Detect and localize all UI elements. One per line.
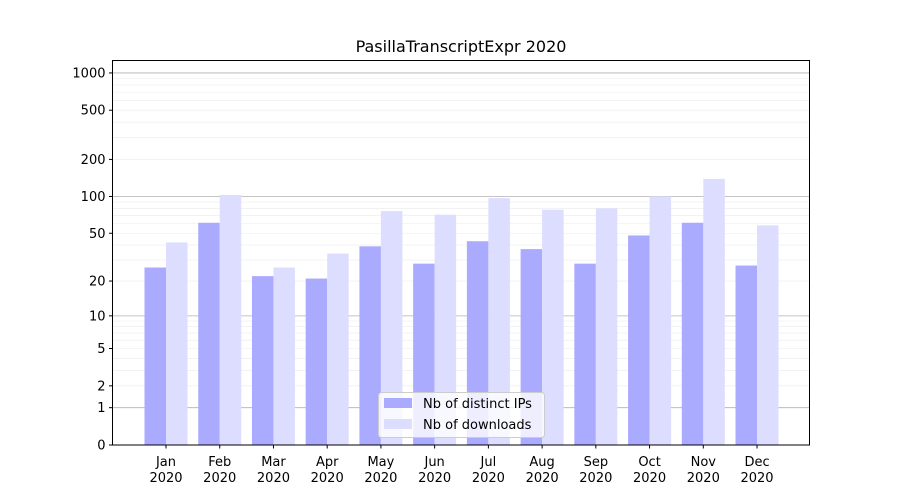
legend-label: Nb of distinct IPs bbox=[423, 397, 532, 412]
bar-distinct-ips bbox=[305, 278, 328, 445]
x-tick-label: Aug bbox=[529, 455, 554, 470]
x-tick-label: Nov bbox=[691, 455, 717, 470]
bar-downloads bbox=[380, 211, 403, 445]
bar-distinct-ips bbox=[628, 235, 650, 445]
y-tick-label: 50 bbox=[89, 227, 106, 242]
bar-distinct-ips bbox=[198, 222, 220, 445]
bar-downloads bbox=[488, 198, 510, 445]
bar-downloads bbox=[327, 253, 349, 445]
axes-frame bbox=[112, 60, 810, 446]
y-tick-label: 2 bbox=[97, 379, 105, 394]
bar-downloads bbox=[434, 214, 457, 445]
bar-downloads bbox=[166, 242, 188, 445]
y-tick-label: 10 bbox=[89, 309, 106, 324]
y-tick-label: 1 bbox=[97, 401, 105, 416]
x-tick-label: Dec bbox=[744, 455, 769, 470]
x-axis: Jan2020Feb2020Mar2020Apr2020May2020Jun20… bbox=[149, 445, 774, 486]
bar-downloads bbox=[703, 178, 725, 445]
x-tick-label: 2020 bbox=[579, 471, 612, 486]
x-tick-label: Mar bbox=[261, 455, 286, 470]
y-tick-label: 5 bbox=[97, 342, 105, 357]
x-tick-label: Jul bbox=[480, 455, 497, 470]
x-tick-label: May bbox=[367, 455, 394, 470]
x-tick-label: 2020 bbox=[149, 471, 182, 486]
y-axis: 0 1 2 5 10 20 50 100 200 500 1000 bbox=[72, 66, 113, 454]
bar-distinct-ips bbox=[574, 263, 596, 445]
bar-downloads bbox=[595, 208, 618, 445]
x-tick-label: Jun bbox=[423, 455, 444, 470]
x-tick-label: 2020 bbox=[311, 471, 344, 486]
bar-distinct-ips bbox=[251, 276, 274, 445]
legend-swatch bbox=[384, 419, 412, 429]
x-tick-label: Feb bbox=[208, 455, 231, 470]
legend-label: Nb of downloads bbox=[423, 418, 532, 433]
y-tick-label: 200 bbox=[81, 153, 106, 168]
x-tick-label: Oct bbox=[638, 455, 660, 470]
bar-downloads bbox=[757, 225, 779, 445]
x-tick-label: Sep bbox=[584, 455, 609, 470]
y-tick-label: 1000 bbox=[72, 66, 105, 81]
bar-distinct-ips bbox=[735, 265, 758, 445]
bar-downloads bbox=[273, 267, 295, 445]
x-tick-label: 2020 bbox=[740, 471, 773, 486]
x-tick-label: 2020 bbox=[203, 471, 236, 486]
x-tick-label: Jan bbox=[155, 455, 176, 470]
bars bbox=[144, 178, 779, 445]
chart-title: PasillaTranscriptExpr 2020 bbox=[356, 37, 567, 56]
x-tick-label: 2020 bbox=[257, 471, 290, 486]
x-tick-label: 2020 bbox=[418, 471, 451, 486]
legend-box bbox=[378, 392, 545, 438]
bar-distinct-ips bbox=[144, 267, 166, 445]
y-tick-label: 500 bbox=[81, 104, 106, 119]
bar-distinct-ips bbox=[681, 222, 704, 445]
x-tick-label: 2020 bbox=[364, 471, 397, 486]
bar-downloads bbox=[542, 209, 564, 445]
legend: Nb of distinct IPs Nb of downloads bbox=[378, 392, 545, 438]
x-tick-label: 2020 bbox=[472, 471, 505, 486]
bar-downloads bbox=[219, 194, 242, 445]
x-tick-label: 2020 bbox=[526, 471, 559, 486]
y-tick-label: 100 bbox=[81, 190, 106, 205]
y-tick-label: 0 bbox=[97, 439, 105, 454]
bar-distinct-ips bbox=[359, 246, 381, 445]
legend-swatch bbox=[384, 398, 412, 408]
x-tick-label: Apr bbox=[316, 455, 339, 470]
x-tick-label: 2020 bbox=[633, 471, 666, 486]
x-tick-label: 2020 bbox=[687, 471, 720, 486]
y-tick-label: 20 bbox=[89, 275, 106, 290]
bar-downloads bbox=[649, 196, 672, 445]
